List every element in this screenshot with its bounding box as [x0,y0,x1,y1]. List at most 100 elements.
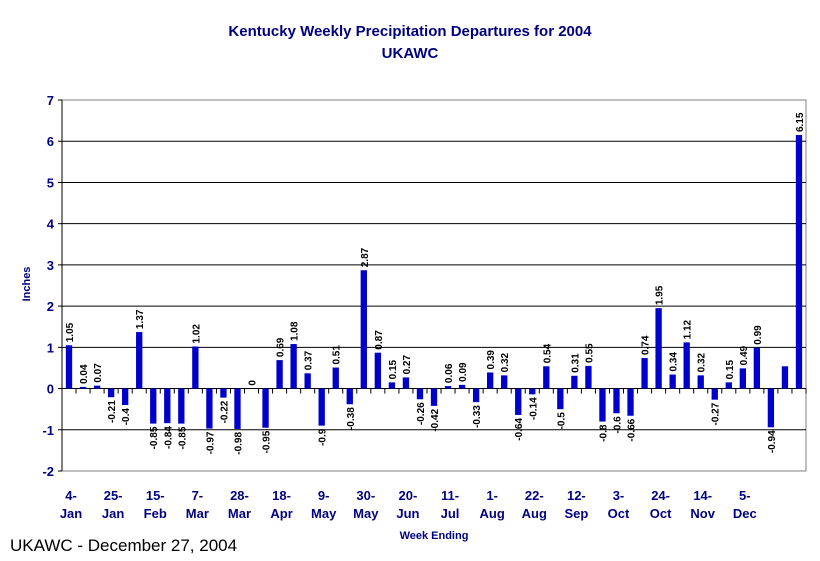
x-tick-label-month: Aug [522,506,547,521]
data-label: 0.55 [584,343,595,363]
bar-week-12 [220,388,227,398]
x-tick-label-month: Nov [690,506,715,521]
x-tick-label-day: 30- [356,488,375,503]
data-label: 2.87 [360,247,371,267]
y-tick-label: 1 [47,340,54,355]
x-tick-label-day: 14- [693,488,712,503]
y-tick-label: 2 [47,299,54,314]
bar-week-45 [683,342,690,389]
x-tick-label-day: 22- [525,488,544,503]
x-tick-label-month: Mar [186,506,209,521]
bar-week-52 [781,366,789,389]
data-label: -0.22 [219,400,230,423]
bar-week-10 [192,346,199,389]
data-label: -0.64 [514,418,525,441]
data-label: 0.15 [725,359,736,379]
chart-subtitle: UKAWC [382,45,439,62]
bar-week-48 [725,382,732,389]
bar-week-50 [753,347,761,389]
data-label: 0.32 [500,352,511,372]
bar-week-40 [613,388,620,414]
data-label: -0.85 [149,426,160,449]
bar-week-51 [767,388,775,428]
bar-week-37 [571,375,578,389]
data-label: 0.04 [79,364,90,384]
data-label: -0.38 [346,407,357,430]
data-label: -0.8 [598,424,609,442]
data-label: 0.15 [388,359,399,379]
y-tick-label: 0 [47,382,54,397]
data-label: 0.87 [374,330,385,350]
bar-week-28 [444,386,452,389]
x-tick-label-month: Dec [733,506,757,521]
bar-week-18 [304,373,311,389]
data-label: 0.37 [304,350,315,370]
data-label: -0.27 [711,402,722,425]
data-label: 0.51 [332,345,343,365]
data-label: 1.12 [683,319,694,339]
bar-week-44 [669,374,676,389]
bar-week-5 [122,388,129,406]
bar-week-23 [374,352,382,389]
chart-title: Kentucky Weekly Precipitation Departures… [228,23,592,40]
data-label: 1.05 [65,322,76,342]
data-label: 1.08 [290,321,301,341]
y-axis-label: Inches [21,267,33,302]
data-label: -0.33 [472,405,483,428]
data-label: 0.39 [486,350,497,370]
x-tick-label-month: May [311,506,337,521]
data-label: -0.21 [107,400,118,423]
data-label: 0.27 [402,355,413,375]
data-label: 0.99 [753,325,764,345]
bar-week-39 [599,388,606,422]
y-tick-label: 3 [47,258,54,273]
bar-week-3 [93,385,101,389]
data-label: -0.97 [205,431,216,454]
bar-week-36 [557,388,564,410]
data-label: 0 [248,380,259,386]
x-tick-label-day: 11- [441,488,459,503]
y-tick-label: 4 [47,217,55,232]
y-tick-label: -1 [42,423,54,438]
data-label: 0.07 [93,363,104,383]
data-label: 6.15 [795,112,806,132]
bar-week-16 [276,360,283,389]
bar-week-53 [795,135,803,389]
data-label: -0.94 [767,430,778,453]
bar-week-46 [697,375,704,389]
data-label: -0.9 [318,428,329,446]
bar-week-17 [290,344,297,389]
x-tick-label-day: 12- [567,488,586,503]
bar-week-22 [360,270,367,389]
x-tick-label-day: 5- [739,488,751,503]
bar-week-19 [318,388,325,426]
data-label: -0.26 [416,402,427,425]
y-tick-label: 5 [47,175,54,190]
data-label: -0.98 [233,432,244,455]
bar-week-13 [234,388,241,429]
data-label: 0.54 [542,343,553,363]
bar-week-34 [529,388,536,395]
x-tick-label-month: Oct [650,506,672,521]
x-tick-label-month: Feb [144,506,167,521]
x-tick-label-day: 4- [65,488,77,503]
x-tick-label-month: Mar [228,506,251,521]
bar-week-30 [472,388,480,403]
data-label: 0.74 [641,335,652,355]
data-label: 0.31 [570,353,581,373]
bar-week-15 [262,388,269,428]
data-label: 1.37 [135,309,146,329]
x-tick-label-day: 25- [104,488,123,503]
bar-week-29 [458,384,466,389]
data-label: 1.95 [655,285,666,305]
bar-week-25 [402,377,410,389]
bar-week-2 [79,386,87,389]
bar-week-20 [332,367,339,389]
data-label: -0.5 [556,412,567,430]
x-tick-label-month: Oct [608,506,630,521]
x-tick-label-day: 28- [230,488,249,503]
bar-week-8 [164,388,171,424]
x-tick-label-month: Jan [102,506,124,521]
y-tick-label: 7 [47,93,54,108]
